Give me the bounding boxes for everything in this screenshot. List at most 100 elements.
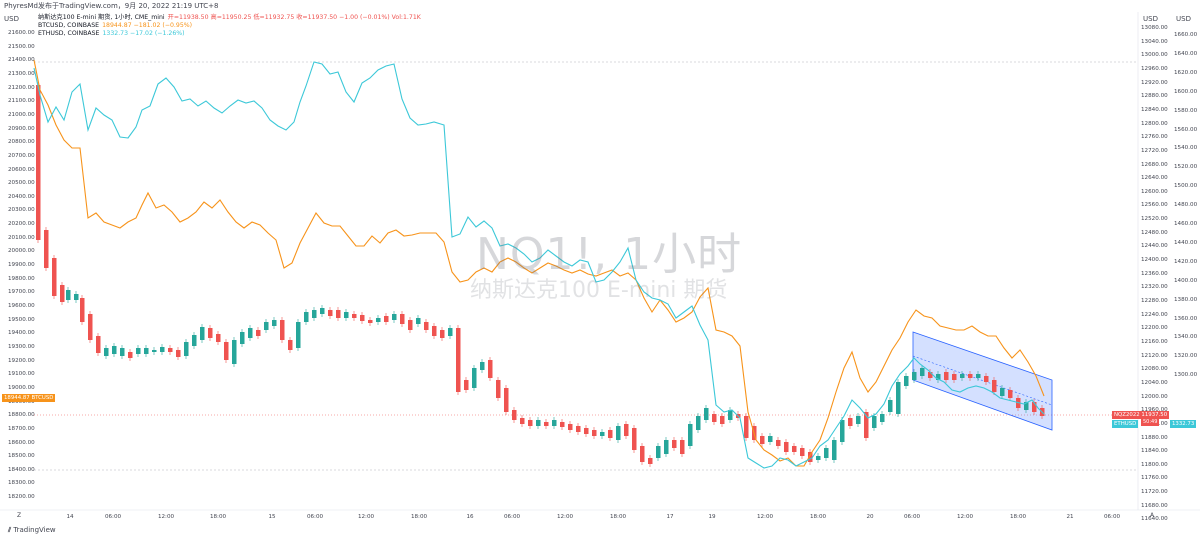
legend-btc-values: 18944.87 −181.02 (−0.95%) xyxy=(102,22,193,29)
candle-body xyxy=(632,428,637,450)
time-axis-label: 18:00 xyxy=(609,514,627,520)
eth-price-axis[interactable]: 1660.00 1640.00 1620.00 1600.00 1580.00 1560.… xyxy=(1174,0,1200,515)
eth-axis-tick: 1540.00 xyxy=(1174,145,1198,152)
candle-body xyxy=(384,316,389,322)
nq-axis-tick: 13040.00 xyxy=(1141,38,1168,45)
nq-axis-tick: 12320.00 xyxy=(1141,284,1168,291)
nq-axis-tick: 12040.00 xyxy=(1141,379,1168,386)
candle-body xyxy=(224,342,229,360)
left-axis-tick: 20500.00 xyxy=(8,180,35,187)
nq-axis-tick: 12720.00 xyxy=(1141,147,1168,154)
candle-body xyxy=(288,340,293,350)
time-axis-label: 18:00 xyxy=(410,514,428,520)
btc-price-label: BTCUSD xyxy=(31,395,54,401)
candle-body xyxy=(952,374,957,380)
candle-body xyxy=(136,348,141,354)
candle-body xyxy=(984,376,989,382)
candle-body xyxy=(264,322,269,330)
eth-symbol-tag: ETHUSD xyxy=(1112,420,1139,428)
nq-axis-tick: 12920.00 xyxy=(1141,79,1168,86)
candle-body xyxy=(944,372,949,380)
candle-body xyxy=(200,327,205,340)
nq-price-axis[interactable]: 13080.00 13040.00 13000.00 12960.00 12920.00… xyxy=(1141,0,1175,522)
time-axis-label: 18:00 xyxy=(209,514,227,520)
candle-body xyxy=(416,318,421,324)
candle-body xyxy=(448,328,453,336)
left-axis-tick: 20000.00 xyxy=(8,248,35,255)
candle-body xyxy=(824,448,829,458)
left-price-axis[interactable]: 21600.00 21500.00 21400.00 21300.00 21200.00… xyxy=(0,0,35,515)
candle-body xyxy=(120,348,125,356)
candle-body xyxy=(1008,390,1013,398)
candle-body xyxy=(768,436,773,442)
candle-body xyxy=(696,416,701,430)
nq-axis-tick: 12080.00 xyxy=(1141,366,1168,373)
nq-symbol-label: NQZ2022 xyxy=(1114,412,1140,418)
left-axis-tick: 18400.00 xyxy=(8,466,35,473)
btc-price-tag: 18944.87 BTCUSD xyxy=(2,394,56,402)
left-axis-tick: 19800.00 xyxy=(8,275,35,282)
candle-body xyxy=(760,436,765,444)
tradingview-logo[interactable]: ⫽ TradingView xyxy=(8,526,56,535)
left-axis-tick: 18200.00 xyxy=(8,494,35,501)
candle-body xyxy=(856,416,861,424)
right-axis-unit-nq: USD xyxy=(1143,15,1158,23)
legend-eth-values: 1332.73 −17.02 (−1.26%) xyxy=(102,30,185,37)
candle-body xyxy=(496,380,501,398)
eth-axis-tick: 1640.00 xyxy=(1174,50,1198,57)
candle-body xyxy=(44,230,49,268)
auto-scale-button-left[interactable]: Z xyxy=(17,512,22,519)
left-axis-tick: 21200.00 xyxy=(8,84,35,91)
nq-axis-tick: 12880.00 xyxy=(1141,93,1168,100)
candle-body xyxy=(848,418,853,426)
left-axis-tick: 19300.00 xyxy=(8,343,35,350)
auto-scale-button-right[interactable]: A xyxy=(1150,512,1155,519)
candle-body xyxy=(328,310,333,316)
candle-body xyxy=(368,320,373,323)
time-axis-label: 12:00 xyxy=(357,514,375,520)
candle-body xyxy=(168,348,173,352)
legend-nq[interactable]: 纳斯达克100 E-mini 期货, 1小时, CME_mini 开=11938.… xyxy=(38,14,421,22)
candle-body xyxy=(376,318,381,322)
nq-axis-tick: 11640.00 xyxy=(1141,516,1168,523)
publish-info: PhyresMd发布于TradingView.com，9月 20, 2022 2… xyxy=(4,2,219,10)
watermark-name: 纳斯达克100 E-mini 期货 xyxy=(470,278,728,303)
eth-axis-tick: 1560.00 xyxy=(1174,126,1198,133)
candle-body xyxy=(320,308,325,314)
left-axis-tick: 19100.00 xyxy=(8,371,35,378)
left-axis-tick: 21600.00 xyxy=(8,30,35,36)
candle-body xyxy=(432,326,437,336)
candle-body xyxy=(176,350,181,357)
btc-price-value: 18944.87 xyxy=(4,395,30,401)
nq-axis-tick: 12680.00 xyxy=(1141,161,1168,168)
legend-eth[interactable]: ETHUSD, COINBASE 1332.73 −17.02 (−1.26%) xyxy=(38,30,421,38)
candle-body xyxy=(464,380,469,390)
eth-axis-tick: 1580.00 xyxy=(1174,107,1198,114)
time-axis-label: 18:00 xyxy=(1009,514,1027,520)
candle-body xyxy=(680,440,685,454)
candle-body xyxy=(808,452,813,462)
eth-axis-tick: 1420.00 xyxy=(1174,258,1198,265)
candle-body xyxy=(648,458,653,464)
candle-body xyxy=(208,328,213,338)
time-axis-label: 17 xyxy=(666,514,674,520)
legend: 纳斯达克100 E-mini 期货, 1小时, CME_mini 开=11938.… xyxy=(38,14,421,38)
nq-price-tag: NQZ2022 11937.50 xyxy=(1112,411,1170,419)
candle-body xyxy=(280,320,285,340)
legend-btc[interactable]: BTCUSD, COINBASE 18944.87 −181.02 (−0.95%… xyxy=(38,22,421,30)
nq-last-price: 11937.50 xyxy=(1141,412,1168,418)
eth-axis-tick: 1300.00 xyxy=(1174,372,1198,379)
candle-body xyxy=(232,340,237,364)
left-axis-tick: 18600.00 xyxy=(8,439,35,446)
candle-body xyxy=(256,330,261,336)
left-axis-tick: 19000.00 xyxy=(8,384,35,391)
candle-body xyxy=(272,320,277,326)
left-axis-tick: 18500.00 xyxy=(8,453,35,460)
nq-axis-tick: 12960.00 xyxy=(1141,65,1168,72)
candle-body xyxy=(1032,402,1037,412)
trend-channel-midline xyxy=(912,355,1053,406)
time-axis[interactable]: 14 06:00 12:00 18:00 15 06:00 12:00 18:00 16 06:0… xyxy=(0,510,1200,524)
time-axis-label: 20 xyxy=(866,514,874,520)
candle-body xyxy=(600,432,605,436)
